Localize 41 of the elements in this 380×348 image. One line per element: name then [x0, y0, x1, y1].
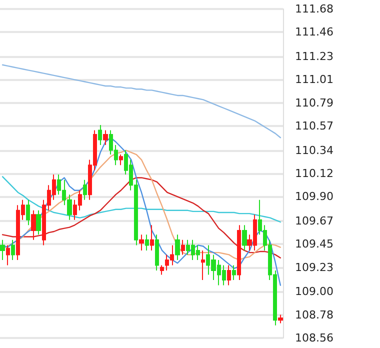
candlestick [160, 264, 164, 276]
candlestick [242, 224, 247, 251]
y-tick-label: 109.67 [295, 214, 334, 228]
y-tick-label: 109.00 [295, 285, 334, 298]
candlestick [150, 224, 154, 251]
y-tick-label: 110.12 [295, 167, 334, 180]
candlestick [98, 124, 102, 146]
candlestick [227, 264, 231, 286]
candlestick [175, 234, 180, 260]
candlestick [11, 239, 15, 260]
candlestick [155, 234, 159, 272]
candlestick [31, 210, 36, 240]
candlestick [237, 224, 241, 281]
y-tick-label: 111.01 [295, 73, 334, 86]
y-tick-label: 108.56 [295, 332, 334, 344]
candlestick [26, 199, 30, 226]
candlestick [36, 210, 41, 236]
y-tick-label: 109.90 [295, 190, 334, 204]
line-series [2, 176, 282, 223]
candlestick [232, 264, 236, 281]
y-tick-label: 110.57 [295, 120, 334, 133]
y-tick-label: 109.23 [295, 260, 334, 274]
candlestick [181, 239, 185, 256]
y-tick-label: 111.23 [295, 50, 334, 63]
candlestick [83, 179, 87, 200]
candlestick [103, 130, 108, 146]
y-tick-label: 109.45 [295, 238, 334, 251]
y-tick-label: 111.68 [295, 2, 334, 16]
candlestick [278, 314, 283, 324]
line-series [2, 64, 282, 138]
y-tick-label: 110.34 [295, 144, 334, 157]
candlestick [145, 234, 149, 251]
y-tick-label: 108.78 [295, 308, 334, 322]
y-tick-label: 111.46 [295, 26, 334, 39]
candlestick [6, 244, 10, 266]
candlestick [119, 154, 123, 166]
y-tick-label: 110.79 [295, 96, 334, 110]
candlestick [0, 239, 5, 260]
candlestick [139, 234, 144, 251]
candlestick [201, 250, 205, 281]
line-series [2, 177, 282, 258]
